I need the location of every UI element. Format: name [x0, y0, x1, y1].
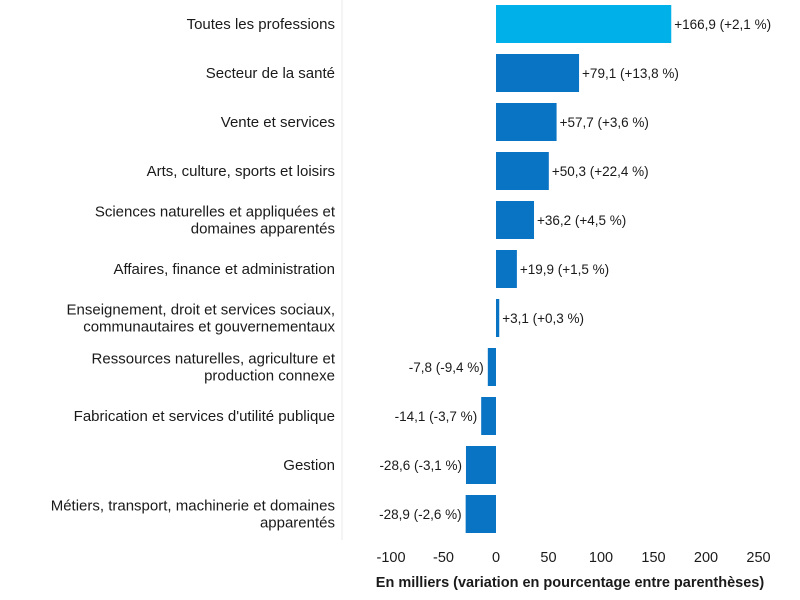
x-tick-label: 200 — [694, 550, 718, 566]
bar-metiers-transport-machinerie-et-domaines-apparentes — [465, 495, 496, 533]
bar-sciences-naturelles-et-appliquees-et-domaines-apparentes — [496, 201, 535, 239]
category-label-fabrication-et-services-d-utilite-publique: Fabrication et services d'utilité publiq… — [74, 408, 335, 425]
category-label-ressources-naturelles-agriculture-et-production-connexe: Ressources naturelles, agriculture et pro… — [92, 351, 336, 385]
category-label-line: Vente et services — [221, 114, 335, 131]
data-label-metiers-transport-machinerie-et-domaines-apparentes: -28,9 (-2,6 %) — [379, 507, 462, 522]
category-label-enseignement-droit-et-services-sociaux-communautaires-et-gouvernementaux: Enseignement, droit et services sociaux,… — [67, 302, 336, 336]
bar-secteur-de-la-sante — [496, 54, 580, 92]
x-tick-label: -100 — [376, 550, 405, 566]
category-label-toutes-les-professions: Toutes les professions — [187, 16, 335, 33]
category-label-line: Affaires, finance et administration — [113, 261, 335, 278]
x-axis-ticks: -100 -50 0 50 100 150 200 250 — [376, 550, 770, 566]
data-label-toutes-les-professions: +166,9 (+2,1 %) — [674, 17, 771, 32]
data-label-fabrication-et-services-d-utilite-publique: -14,1 (-3,7 %) — [395, 409, 478, 424]
data-labels: +166,9 (+2,1 %) +79,1 (+13,8 %) +57,7 (+3,… — [379, 17, 771, 522]
category-label-line: production connexe — [204, 368, 335, 385]
x-tick-label: 0 — [492, 550, 500, 566]
x-tick-label: 100 — [589, 550, 613, 566]
x-axis-title: En milliers (variation en pourcentage en… — [376, 575, 765, 591]
category-label-gestion: Gestion — [283, 457, 335, 474]
bar-fabrication-et-services-d-utilite-publique — [481, 397, 496, 435]
category-label-line: domaines apparentés — [191, 221, 335, 238]
category-label-line: Secteur de la santé — [206, 65, 335, 82]
x-tick-label: 250 — [746, 550, 770, 566]
category-label-metiers-transport-machinerie-et-domaines-apparentes: Métiers, transport, machinerie et domain… — [51, 498, 335, 532]
category-label-arts-culture-sports-et-loisirs: Arts, culture, sports et loisirs — [147, 163, 335, 180]
category-label-vente-et-services: Vente et services — [221, 114, 335, 131]
bar-gestion — [465, 446, 496, 484]
x-tick-label: 150 — [641, 550, 665, 566]
category-label-line: Gestion — [283, 457, 335, 474]
category-label-line: Enseignement, droit et services sociaux, — [67, 302, 335, 319]
bars — [465, 5, 672, 533]
x-tick-label: 50 — [540, 550, 556, 566]
bar-affaires-finance-et-administration — [496, 250, 517, 288]
bar-toutes-les-professions — [496, 5, 672, 43]
category-label-secteur-de-la-sante: Secteur de la santé — [206, 65, 335, 82]
data-label-ressources-naturelles-agriculture-et-production-connexe: -7,8 (-9,4 %) — [409, 360, 484, 375]
category-labels: Toutes les professions Secteur de la sant… — [51, 16, 336, 532]
data-label-arts-culture-sports-et-loisirs: +50,3 (+22,4 %) — [552, 164, 649, 179]
category-label-sciences-naturelles-et-appliquees-et-domaines-apparentes: Sciences naturelles et appliquées et doma… — [95, 204, 336, 238]
category-label-line: Ressources naturelles, agriculture et — [92, 351, 336, 368]
category-label-affaires-finance-et-administration: Affaires, finance et administration — [113, 261, 335, 278]
category-label-line: Arts, culture, sports et loisirs — [147, 163, 335, 180]
category-label-line: Fabrication et services d'utilité publiq… — [74, 408, 335, 425]
data-label-sciences-naturelles-et-appliquees-et-domaines-apparentes: +36,2 (+4,5 %) — [537, 213, 626, 228]
bar-ressources-naturelles-agriculture-et-production-connexe — [487, 348, 496, 386]
data-label-secteur-de-la-sante: +79,1 (+13,8 %) — [582, 66, 679, 81]
data-label-vente-et-services: +57,7 (+3,6 %) — [560, 115, 649, 130]
category-label-line: Sciences naturelles et appliquées et — [95, 204, 336, 221]
category-label-line: apparentés — [260, 515, 335, 532]
data-label-gestion: -28,6 (-3,1 %) — [379, 458, 462, 473]
x-tick-label: -50 — [433, 550, 454, 566]
data-label-affaires-finance-et-administration: +19,9 (+1,5 %) — [520, 262, 609, 277]
category-label-line: Toutes les professions — [187, 16, 335, 33]
bar-arts-culture-sports-et-loisirs — [496, 152, 549, 190]
bar-enseignement-droit-et-services-sociaux-communautaires-et-gouvernementaux — [496, 299, 500, 337]
category-label-line: Métiers, transport, machinerie et domain… — [51, 498, 335, 515]
data-label-enseignement-droit-et-services-sociaux-communautaires-et-gouvernementaux: +3,1 (+0,3 %) — [502, 311, 584, 326]
category-label-line: communautaires et gouvernementaux — [83, 319, 335, 336]
bar-vente-et-services — [496, 103, 557, 141]
